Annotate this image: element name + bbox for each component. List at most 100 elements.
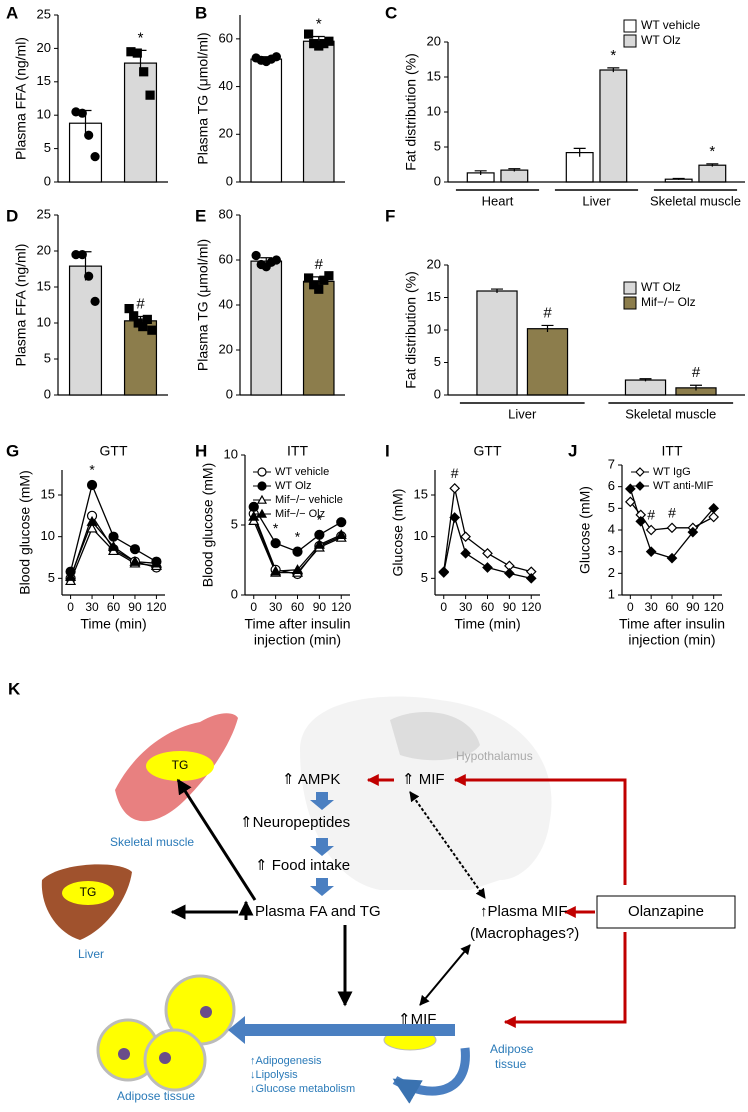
bar xyxy=(526,328,569,396)
significance: # xyxy=(692,364,701,381)
label: ↓Glucose metabolism xyxy=(250,1083,355,1095)
line xyxy=(443,488,532,573)
legend-label: Mif−/− Olz xyxy=(641,295,696,309)
significance: * xyxy=(295,528,301,544)
chart-title: GTT xyxy=(474,443,502,459)
legend-label: Mif−/− vehicle xyxy=(275,494,343,506)
panel-label: A xyxy=(6,3,18,22)
arrow xyxy=(176,778,257,901)
y-tick-label: 2 xyxy=(608,565,615,580)
marker xyxy=(504,567,515,579)
marker xyxy=(482,562,493,573)
legend-label: Mif−/− Olz xyxy=(275,508,325,520)
panel-label: E xyxy=(195,206,206,225)
label: ↑Plasma MIF xyxy=(480,903,568,920)
marker xyxy=(291,564,304,574)
marker xyxy=(77,250,87,260)
y-axis-label: Blood glucose (mM) xyxy=(17,470,33,595)
x-tick-label: 0 xyxy=(440,600,447,614)
significance: * xyxy=(317,512,323,528)
bar xyxy=(500,169,529,183)
label: ↓Lipolysis xyxy=(250,1069,298,1081)
adipocyte xyxy=(143,1028,207,1092)
y-axis-label: Glucose (mM) xyxy=(390,489,406,577)
error-bar xyxy=(689,384,702,391)
panel-label: C xyxy=(385,3,397,22)
tg-ellipse xyxy=(62,881,114,905)
y-tick-label: 15 xyxy=(427,289,441,304)
panel-label: D xyxy=(6,206,18,225)
y-tick-label: 0 xyxy=(231,586,238,601)
y-tick-label: 6 xyxy=(608,478,615,493)
y-axis-label: Fat distribution (%) xyxy=(403,271,419,388)
x-tick-label: 60 xyxy=(291,600,305,614)
y-axis-label: Glucose (mM) xyxy=(577,486,593,574)
marker xyxy=(108,531,119,542)
label: ⇑Neuropeptides xyxy=(240,814,350,831)
significance: * xyxy=(138,29,144,46)
y-tick-label: 20 xyxy=(427,256,441,271)
label: Plasma FA and TG xyxy=(255,903,381,920)
x-axis-label: Time (min) xyxy=(80,616,146,632)
marker xyxy=(460,547,471,559)
error-bar xyxy=(573,147,586,157)
x-tick-label: 90 xyxy=(313,600,327,614)
y-tick-label: 1 xyxy=(608,586,615,601)
y-tick-label: 15 xyxy=(37,278,51,293)
marker xyxy=(65,570,77,581)
legend-label: WT anti-MIF xyxy=(653,480,714,492)
marker xyxy=(460,531,471,543)
y-tick-label: 10 xyxy=(427,321,441,336)
panel-label: I xyxy=(385,441,390,460)
y-axis-label: Blood glucose (mM) xyxy=(200,463,216,588)
significance: # xyxy=(315,256,324,273)
y-tick-label: 0 xyxy=(434,386,441,401)
x-tick-label: 90 xyxy=(128,600,142,614)
marker xyxy=(635,467,645,477)
y-tick-label: 5 xyxy=(421,570,428,585)
label: TG xyxy=(80,885,97,899)
label: TG xyxy=(172,758,189,772)
flow-arrow xyxy=(228,1016,455,1044)
y-tick-label: 25 xyxy=(37,6,51,21)
y-tick-label: 40 xyxy=(219,78,233,93)
x-tick-label: 0 xyxy=(627,600,634,614)
y-tick-label: 10 xyxy=(414,528,428,543)
x-tick-label: 120 xyxy=(146,600,166,614)
bar xyxy=(250,58,283,183)
y-tick-label: 60 xyxy=(219,30,233,45)
marker xyxy=(313,538,325,549)
marker xyxy=(438,567,450,578)
label: Adipose tissue xyxy=(117,1089,195,1103)
panel-label: G xyxy=(6,441,19,460)
label: Skeletal muscle xyxy=(110,835,194,849)
panel-label: B xyxy=(195,3,207,22)
significance: # xyxy=(647,507,655,523)
marker xyxy=(77,108,87,118)
error-bar xyxy=(541,324,554,332)
x-tick-label: 120 xyxy=(331,600,351,614)
group-label: Liver xyxy=(582,193,611,208)
flow-arrow xyxy=(310,792,334,896)
legend-swatch xyxy=(623,296,637,310)
chart-title: ITT xyxy=(287,443,308,459)
marker xyxy=(635,481,645,491)
x-tick-label: 30 xyxy=(85,600,99,614)
label: Hypothalamus xyxy=(456,749,533,763)
y-axis-label: Fat distribution (%) xyxy=(403,53,419,170)
marker xyxy=(86,522,98,533)
panel-label: K xyxy=(8,679,21,698)
arrow xyxy=(503,932,627,1028)
chart-title: GTT xyxy=(100,443,128,459)
marker xyxy=(86,479,98,491)
label: ⇑ Food intake xyxy=(255,857,350,874)
y-tick-label: 15 xyxy=(41,486,55,501)
marker xyxy=(292,546,303,557)
marker xyxy=(129,555,141,566)
y-tick-label: 5 xyxy=(44,350,51,365)
panel-label: J xyxy=(568,441,577,460)
marker xyxy=(666,522,678,534)
label: tissue xyxy=(495,1057,527,1071)
marker xyxy=(139,67,149,77)
marker xyxy=(708,502,720,514)
